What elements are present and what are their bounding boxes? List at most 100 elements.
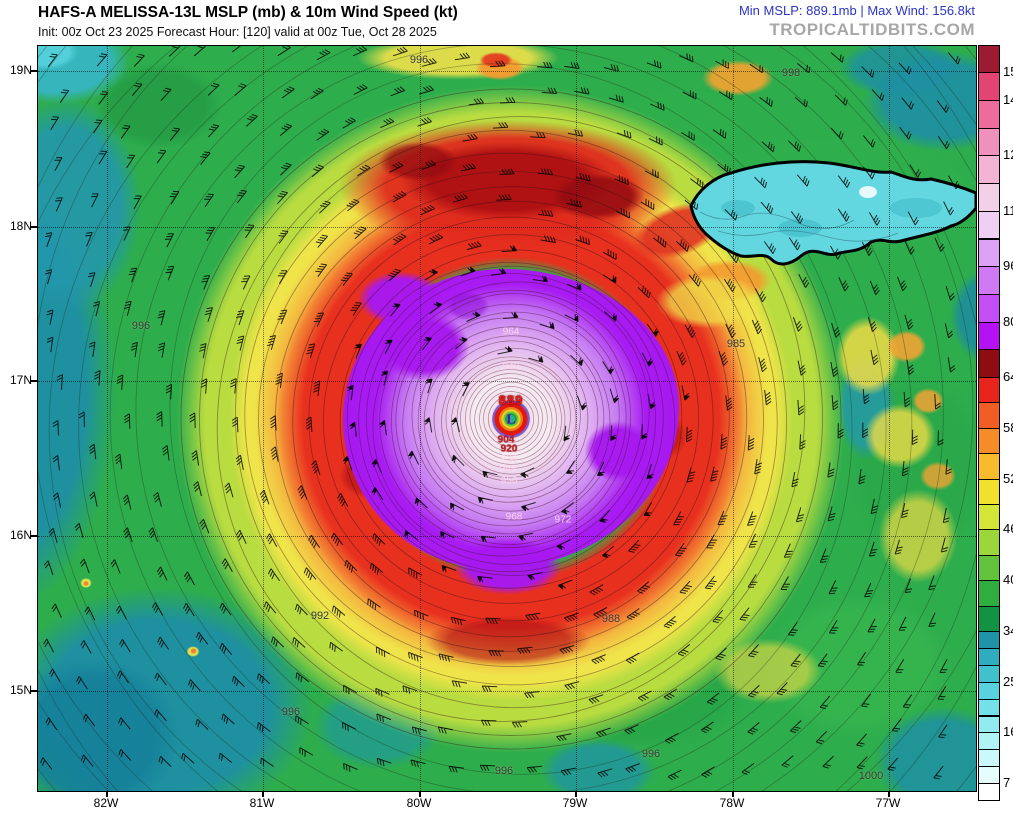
colorbar-segment [978, 238, 1000, 268]
x-axis-tick [262, 791, 264, 797]
y-axis-tick [30, 226, 37, 228]
colorbar-segment [978, 647, 1000, 666]
field-blob [188, 647, 198, 655]
forecast-map: L 996 998 996 985 964 940 904 920 936 948 956 968 972… [37, 45, 977, 792]
field-blob [438, 286, 498, 326]
contour-label: 920 [500, 443, 518, 455]
site-watermark: TROPICALTIDBITS.COM [769, 20, 975, 39]
colorbar-segment [978, 72, 1000, 101]
field-blob [570, 408, 666, 494]
field-blob [906, 383, 950, 419]
colorbar-segment [978, 529, 1000, 556]
colorbar-segment [978, 183, 1000, 212]
contour-label: 996 [131, 320, 151, 332]
colorbar-tick-label: 144 [1003, 92, 1013, 107]
contour-label: 904 [497, 434, 515, 446]
contour-label: 992 [310, 610, 330, 622]
colorbar-segment [978, 715, 1000, 734]
y-axis-tick [30, 690, 37, 692]
graticule-parallel [38, 381, 976, 382]
contour-label: 998 [781, 67, 801, 79]
y-axis-tick [30, 535, 37, 537]
colorbar-tick-label: 96 [1003, 258, 1013, 274]
x-axis-label: 81W [249, 796, 275, 810]
x-axis-tick [419, 791, 421, 797]
graticule-parallel [38, 691, 976, 692]
x-axis-label: 77W [875, 796, 901, 810]
colorbar-segment [978, 453, 1000, 480]
colorbar-tick-label: 80 [1003, 313, 1013, 329]
colorbar-tick-label: 112 [1003, 202, 1013, 218]
graticule-parallel [38, 536, 976, 537]
field-blob [82, 579, 90, 587]
colorbar-segment [978, 427, 1000, 455]
colorbar-segment [978, 266, 1000, 295]
colorbar-segment [978, 664, 1000, 683]
colorbar-segment [978, 504, 1000, 531]
field-blob [913, 456, 963, 496]
graticule-meridian [420, 46, 421, 791]
contour-label: 1000 [858, 770, 884, 782]
colorbar-tick-label: 52 [1003, 470, 1013, 486]
colorbar-tick-label: 128 [1003, 147, 1013, 163]
y-axis-label: 15N [9, 683, 32, 697]
storm-stats: Min MSLP: 889.1mb | Max Wind: 156.8kt [738, 3, 975, 18]
x-axis-label: 80W [406, 796, 432, 810]
colorbar-segment [978, 402, 1000, 429]
contour-label: 948 [499, 463, 517, 475]
x-axis-label: 82W [93, 796, 119, 810]
colorbar-segment [978, 783, 1000, 801]
x-axis-tick [106, 791, 108, 797]
colorbar-segment [978, 210, 1000, 240]
contour-label: 968 [505, 511, 523, 523]
field-blob [878, 323, 934, 369]
colorbar-tick-label: 40 [1003, 572, 1013, 588]
init-valid-subtitle: Init: 00z Oct 23 2025 Forecast Hour: [12… [38, 25, 437, 39]
colorbar-segment [978, 127, 1000, 157]
contour-label: 996 [281, 706, 301, 718]
colorbar-segment [978, 605, 1000, 632]
graticule-parallel [38, 227, 976, 228]
x-axis-label: 78W [719, 796, 745, 810]
graticule-meridian [733, 46, 734, 791]
graticule-meridian [263, 46, 264, 791]
colorbar-segment [978, 349, 1000, 378]
colorbar-tick-label: 152 [1003, 64, 1013, 80]
contour-label: 988 [601, 613, 621, 625]
colorbar-segment [978, 732, 1000, 751]
colorbar-tick-label: 7 [1003, 775, 1011, 791]
colorbar-tick-label: 64 [1003, 369, 1013, 384]
colorbar-segment [978, 377, 1000, 404]
field-blob [363, 133, 473, 189]
field-blob [433, 526, 583, 606]
colorbar-segment [978, 155, 1000, 185]
field-blob [473, 49, 519, 71]
graticule-meridian [889, 46, 890, 791]
colorbar-segment [978, 749, 1000, 768]
min-pressure-label: 889 [498, 392, 524, 408]
field-blob [635, 263, 785, 339]
colorbar-segment [978, 580, 1000, 607]
colorbar-segment [978, 631, 1000, 649]
contour-label: 985 [726, 338, 746, 350]
contour-label: 996 [494, 765, 514, 777]
colorbar-segment [978, 293, 1000, 323]
x-axis-label: 79W [562, 796, 588, 810]
y-axis-tick [30, 380, 37, 382]
contour-label: 964 [502, 326, 520, 338]
field-blob [688, 53, 788, 103]
graticule-parallel [38, 71, 976, 72]
wind-barbs [40, 46, 961, 781]
colorbar-segment [978, 100, 1000, 129]
y-axis-label: 19N [9, 63, 32, 77]
contour-label: 936 [500, 453, 518, 465]
colorbar-segment [978, 44, 1000, 74]
y-axis-label: 17N [9, 373, 32, 387]
colorbar-tick-label: 25 [1003, 673, 1013, 689]
colorbar-segment [978, 766, 1000, 785]
x-axis-tick [888, 791, 890, 797]
colorbar-segment [978, 554, 1000, 582]
y-axis-label: 16N [9, 528, 32, 542]
field-blob [393, 606, 623, 676]
